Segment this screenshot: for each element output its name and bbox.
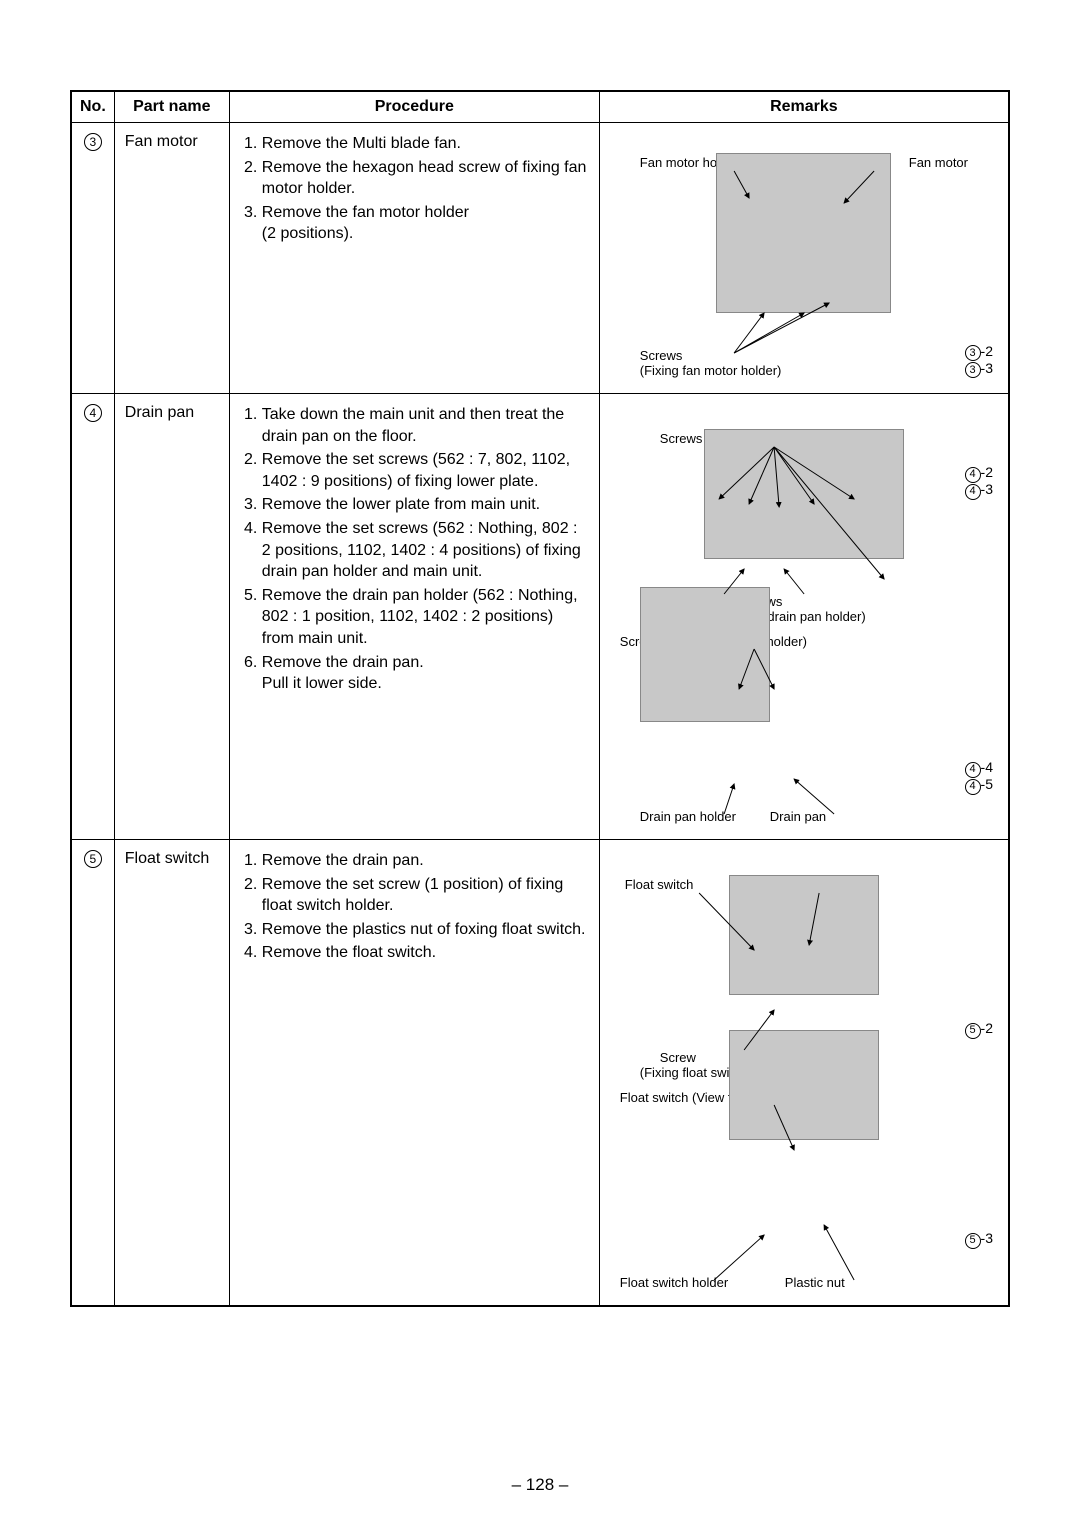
row3-part: Fan motor <box>114 123 229 394</box>
row3-remarks: Fan motor holder Fan motor Screws (Fixin… <box>599 123 1009 394</box>
diagram-placeholder <box>640 587 770 722</box>
circled-number: 4 <box>84 404 102 422</box>
label-fan-motor: Fan motor <box>909 155 968 170</box>
row4-part: Drain pan <box>114 394 229 840</box>
row5-remarks: Float switch Float switch holder 5-2 Scr… <box>599 840 1009 1307</box>
diagram-placeholder <box>716 153 891 313</box>
step-ref: 4-3 <box>965 481 993 500</box>
step-ref: 4-5 <box>965 776 993 795</box>
step-ref: 3-3 <box>965 360 993 379</box>
table-header-row: No. Part name Procedure Remarks <box>71 91 1009 123</box>
label-drain-pan: Drain pan <box>770 809 826 824</box>
row5-part: Float switch <box>114 840 229 1307</box>
proc-step: Remove the lower plate from main unit. <box>262 494 589 516</box>
circled-number: 5 <box>84 850 102 868</box>
label-screws-sub: (Fixing fan motor holder) <box>640 363 782 378</box>
label-dp-holder: Drain pan holder <box>640 809 736 824</box>
proc-step: Remove the set screws (562 : 7, 802, 110… <box>262 449 589 492</box>
step-ref: 5-3 <box>965 1230 993 1249</box>
proc-step: Remove the drain pan. <box>262 850 589 872</box>
label-screw: Screw <box>660 1050 696 1065</box>
proc-step: Remove the plastics nut of foxing float … <box>262 919 589 941</box>
proc-step: Remove the fan motor holder (2 positions… <box>262 202 589 245</box>
label-screws: Screws <box>640 348 683 363</box>
row3-procedure: Remove the Multi blade fan. Remove the h… <box>229 123 599 394</box>
row5-no: 5 <box>71 840 114 1307</box>
col-no-header: No. <box>71 91 114 123</box>
row4-remarks: Screws (Fixing lower plate) 4-2 4-3 Lowe… <box>599 394 1009 840</box>
diagram-placeholder <box>704 429 904 559</box>
row4-procedure: Take down the main unit and then treat t… <box>229 394 599 840</box>
label-float-switch: Float switch <box>625 877 694 892</box>
proc-step: Remove the drain pan holder (562 : Nothi… <box>262 585 589 650</box>
table-row: 5 Float switch Remove the drain pan. Rem… <box>71 840 1009 1307</box>
label-float-switch-holder-2: Float switch holder <box>620 1275 728 1290</box>
page: No. Part name Procedure Remarks 3 Fan mo… <box>0 0 1080 1525</box>
proc-step: Remove the set screw (1 position) of fix… <box>262 874 589 917</box>
diagram-placeholder <box>729 1030 879 1140</box>
row5-procedure: Remove the drain pan. Remove the set scr… <box>229 840 599 1307</box>
step-ref: 4-4 <box>965 759 993 778</box>
row3-no: 3 <box>71 123 114 394</box>
col-remarks-header: Remarks <box>599 91 1009 123</box>
proc-step: Remove the set screws (562 : Nothing, 80… <box>262 518 589 583</box>
table-row: 3 Fan motor Remove the Multi blade fan. … <box>71 123 1009 394</box>
proc-step: Remove the hexagon head screw of fixing … <box>262 157 589 200</box>
col-procedure-header: Procedure <box>229 91 599 123</box>
step-ref: 5-2 <box>965 1020 993 1039</box>
label-plastic-nut: Plastic nut <box>785 1275 845 1290</box>
diagram-placeholder <box>729 875 879 995</box>
circled-number: 3 <box>84 133 102 151</box>
table-row: 4 Drain pan Take down the main unit and … <box>71 394 1009 840</box>
step-ref: 4-2 <box>965 464 993 483</box>
row4-no: 4 <box>71 394 114 840</box>
proc-step: Remove the drain pan. Pull it lower side… <box>262 652 589 695</box>
step-ref: 3-2 <box>965 343 993 362</box>
procedure-table: No. Part name Procedure Remarks 3 Fan mo… <box>70 90 1010 1307</box>
proc-step: Remove the float switch. <box>262 942 589 964</box>
page-number: – 128 – <box>0 1475 1080 1495</box>
col-part-header: Part name <box>114 91 229 123</box>
proc-step: Remove the Multi blade fan. <box>262 133 589 155</box>
proc-step: Take down the main unit and then treat t… <box>262 404 589 447</box>
